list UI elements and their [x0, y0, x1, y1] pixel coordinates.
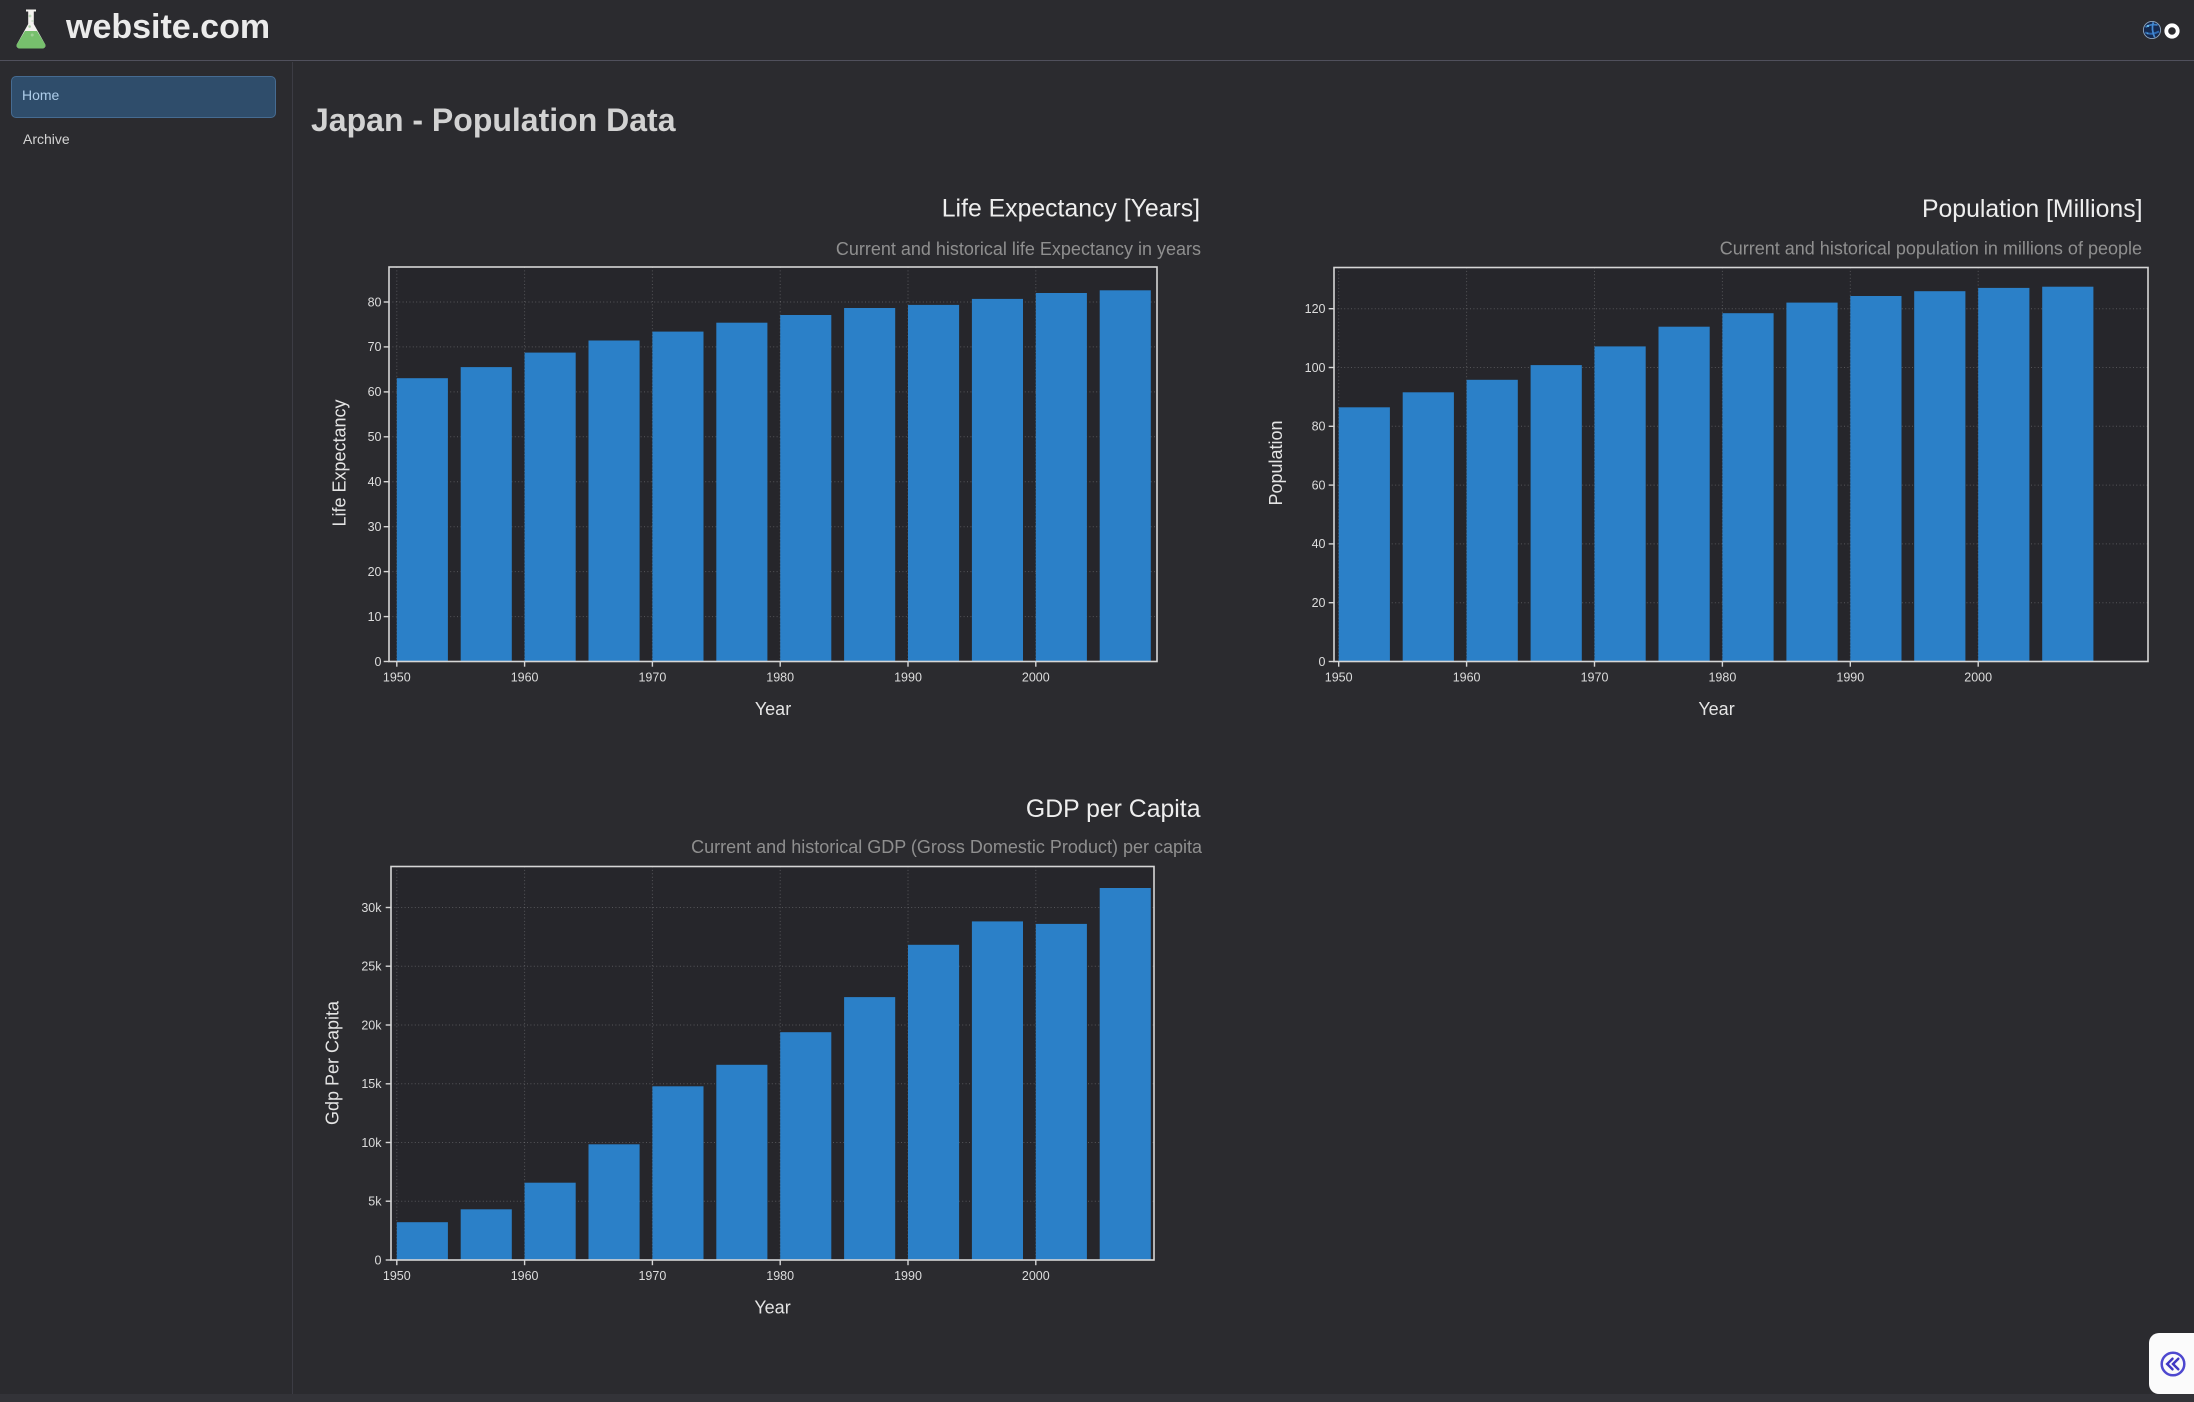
svg-text:Life Expectancy: Life Expectancy	[330, 399, 350, 526]
svg-text:1960: 1960	[511, 1269, 539, 1283]
svg-text:120: 120	[1305, 302, 1326, 316]
svg-text:0: 0	[375, 655, 382, 669]
svg-text:0: 0	[1319, 655, 1326, 669]
svg-text:0: 0	[375, 1253, 382, 1267]
svg-text:Current and historical populat: Current and historical population in mil…	[1720, 239, 2142, 259]
svg-text:70: 70	[368, 340, 382, 354]
svg-text:100: 100	[1305, 361, 1326, 375]
svg-text:1950: 1950	[383, 671, 411, 685]
svg-text:1950: 1950	[383, 1269, 411, 1283]
svg-text:Year: Year	[755, 699, 791, 719]
svg-text:60: 60	[1312, 478, 1326, 492]
svg-text:20k: 20k	[361, 1018, 382, 1032]
svg-text:25k: 25k	[361, 960, 382, 974]
svg-text:1960: 1960	[1453, 671, 1481, 685]
svg-text:1980: 1980	[766, 1269, 794, 1283]
svg-text:GDP per Capita: GDP per Capita	[1026, 796, 1201, 823]
svg-text:20: 20	[1312, 596, 1326, 610]
svg-text:40: 40	[368, 475, 382, 489]
svg-text:1980: 1980	[1708, 671, 1736, 685]
svg-text:Population: Population	[1266, 420, 1286, 505]
svg-text:Population [Millions]: Population [Millions]	[1922, 196, 2143, 223]
svg-text:1980: 1980	[766, 671, 794, 685]
svg-text:1950: 1950	[1325, 671, 1353, 685]
svg-text:20: 20	[368, 565, 382, 579]
svg-text:2000: 2000	[1022, 1269, 1050, 1283]
svg-text:Gdp Per Capita: Gdp Per Capita	[323, 1000, 343, 1125]
svg-text:1990: 1990	[894, 1269, 922, 1283]
svg-text:1990: 1990	[894, 671, 922, 685]
svg-text:60: 60	[368, 385, 382, 399]
svg-text:2000: 2000	[1964, 671, 1992, 685]
svg-text:1970: 1970	[638, 671, 666, 685]
svg-text:1990: 1990	[1836, 671, 1864, 685]
svg-text:10k: 10k	[361, 1136, 382, 1150]
svg-text:5k: 5k	[368, 1195, 382, 1209]
svg-text:Life Expectancy [Years]: Life Expectancy [Years]	[942, 196, 1200, 223]
svg-text:Year: Year	[1698, 699, 1734, 719]
svg-text:80: 80	[368, 295, 382, 309]
svg-text:Current and historical GDP (Gr: Current and historical GDP (Gross Domest…	[691, 837, 1203, 857]
svg-text:10: 10	[368, 610, 382, 624]
svg-text:50: 50	[368, 430, 382, 444]
svg-text:2000: 2000	[1022, 671, 1050, 685]
svg-text:1970: 1970	[1581, 671, 1609, 685]
svg-text:30: 30	[368, 520, 382, 534]
svg-text:15k: 15k	[361, 1077, 382, 1091]
svg-text:80: 80	[1312, 420, 1326, 434]
svg-text:30k: 30k	[361, 901, 382, 915]
svg-text:Current and historical life Ex: Current and historical life Expectancy i…	[836, 239, 1201, 259]
svg-text:Year: Year	[754, 1298, 790, 1318]
svg-text:1960: 1960	[511, 671, 539, 685]
svg-text:1970: 1970	[638, 1269, 666, 1283]
svg-text:40: 40	[1312, 537, 1326, 551]
